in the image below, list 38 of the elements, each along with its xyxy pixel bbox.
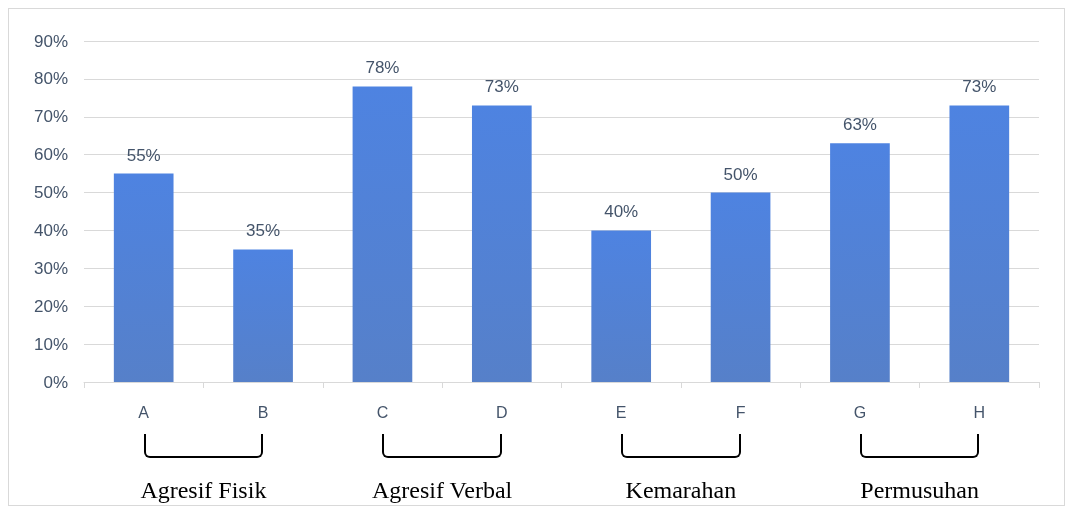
data-label: 78% bbox=[365, 58, 400, 78]
text: Permusuhan bbox=[859, 477, 980, 504]
data-label: 40% bbox=[604, 202, 639, 222]
y-tick-label: 50% bbox=[33, 183, 68, 203]
y-tick-label: 70% bbox=[33, 107, 68, 127]
bar bbox=[830, 143, 890, 382]
bar bbox=[710, 192, 771, 382]
data-label: 73% bbox=[484, 77, 519, 97]
y-tick-label: 80% bbox=[33, 69, 68, 89]
y-tick-label: 60% bbox=[33, 145, 68, 165]
data-label: 50% bbox=[723, 164, 758, 184]
x-tick-label: H bbox=[973, 403, 986, 421]
x-tick-label: B bbox=[257, 403, 269, 421]
x-tick-label: D bbox=[496, 403, 508, 421]
data-label: 73% bbox=[962, 77, 997, 97]
bar bbox=[352, 86, 413, 382]
y-tick-label: 0% bbox=[43, 372, 68, 392]
bar bbox=[113, 173, 174, 382]
x-tick-label: G bbox=[853, 403, 867, 421]
y-tick-label: 30% bbox=[33, 258, 68, 278]
x-tick-label: A bbox=[138, 403, 150, 421]
bar bbox=[591, 230, 652, 382]
y-tick-label: 90% bbox=[33, 31, 68, 51]
data-label: 35% bbox=[246, 221, 281, 241]
x-tick-label: F bbox=[735, 403, 746, 421]
x-tick-label: C bbox=[376, 403, 389, 421]
y-tick-label: 10% bbox=[33, 334, 68, 354]
bar bbox=[949, 105, 1010, 382]
bar bbox=[471, 105, 532, 382]
data-label: 55% bbox=[126, 145, 161, 165]
x-tick-label: E bbox=[615, 403, 627, 421]
y-tick-label: 20% bbox=[33, 296, 68, 316]
data-label: 63% bbox=[842, 115, 877, 135]
text: Kemarahan bbox=[624, 477, 738, 504]
text: Agresif Verbal bbox=[371, 477, 514, 504]
bar bbox=[233, 249, 293, 382]
text: Agresif Fisik bbox=[139, 477, 268, 504]
y-tick-label: 40% bbox=[33, 220, 68, 240]
